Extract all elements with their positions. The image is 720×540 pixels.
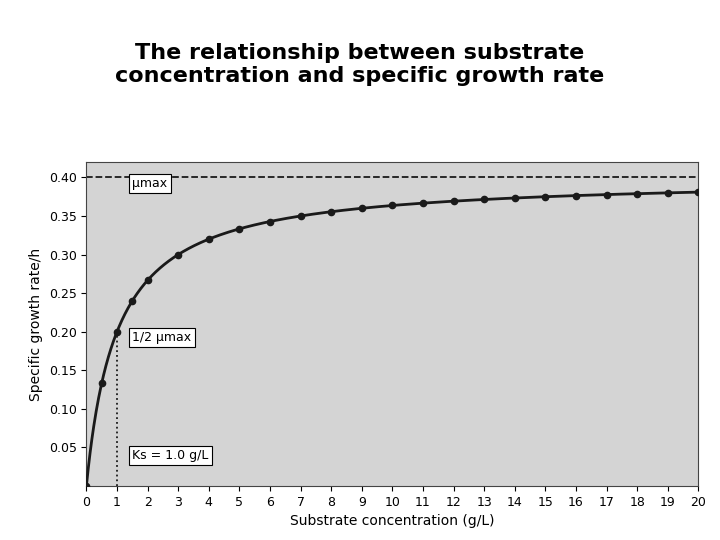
Text: 1/2 μmax: 1/2 μmax (132, 331, 192, 344)
Text: μmax: μmax (132, 177, 168, 190)
X-axis label: Substrate concentration (g/L): Substrate concentration (g/L) (290, 514, 495, 528)
Text: The relationship between substrate
concentration and specific growth rate: The relationship between substrate conce… (115, 43, 605, 86)
Text: Ks = 1.0 g/L: Ks = 1.0 g/L (132, 449, 209, 462)
Y-axis label: Specific growth rate/h: Specific growth rate/h (29, 247, 43, 401)
